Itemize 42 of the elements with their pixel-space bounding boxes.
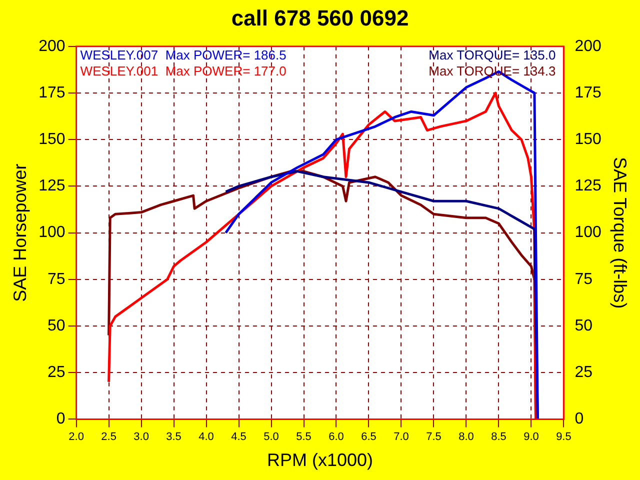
y-tick-label: 0	[56, 410, 66, 428]
x-tick-label: 5.0	[264, 430, 279, 443]
x-tick-label: 4.0	[198, 430, 214, 443]
x-tick-label: 8.0	[458, 430, 474, 443]
x-tick-label: 9.0	[524, 430, 539, 443]
y2-axis-title: SAE Torque (ft-lbs)	[610, 156, 630, 309]
y-tick-label: 175	[38, 84, 66, 102]
x-tick-label: 3.0	[134, 430, 149, 443]
x-tick-label: 2.0	[68, 430, 84, 443]
y-tick-label: 150	[38, 131, 66, 148]
y2-tick-label: 100	[574, 224, 602, 242]
x-tick-label: 3.5	[166, 430, 182, 443]
y-tick-label: 75	[48, 270, 66, 288]
y-axis-title: SAE Horsepower	[10, 164, 30, 302]
text: WESLEY.007 Max POWER= 186.5	[80, 47, 286, 62]
x-tick-label: 7.5	[426, 430, 442, 443]
x-tick-label: 4.5	[231, 430, 246, 443]
y-tick-label: 100	[38, 224, 66, 242]
y2-tick-label: 125	[574, 178, 602, 195]
y2-tick-label: 50	[574, 317, 593, 334]
text: Max TORQUE= 135.0	[428, 47, 556, 62]
y2-tick-label: 25	[574, 364, 593, 382]
y2-tick-label: 200	[574, 38, 602, 55]
x-tick-label: 8.5	[491, 430, 506, 443]
y-tick-label: 125	[38, 178, 66, 195]
x-axis-title: RPM (x1000)	[266, 450, 374, 470]
x-tick-label: 9.5	[556, 430, 572, 443]
x-tick-label: 6.5	[361, 430, 376, 443]
text: Max TORQUE= 134.3	[428, 63, 556, 78]
x-tick-label: 5.5	[296, 430, 312, 443]
y-tick-label: 50	[48, 317, 66, 334]
y2-tick-label: 150	[574, 131, 602, 148]
x-tick-label: 6.0	[328, 430, 344, 443]
chart-title: call 678 560 0692	[231, 5, 409, 30]
x-tick-label: 2.5	[101, 430, 116, 443]
y-tick-label: 200	[38, 38, 66, 55]
y-tick-label: 25	[48, 364, 66, 382]
y2-tick-label: 0	[574, 410, 584, 428]
x-tick-label: 7.0	[394, 430, 409, 443]
y2-tick-label: 175	[574, 84, 602, 102]
text: WESLEY.001 Max POWER= 177.0	[80, 63, 286, 78]
y2-tick-label: 75	[574, 270, 593, 288]
